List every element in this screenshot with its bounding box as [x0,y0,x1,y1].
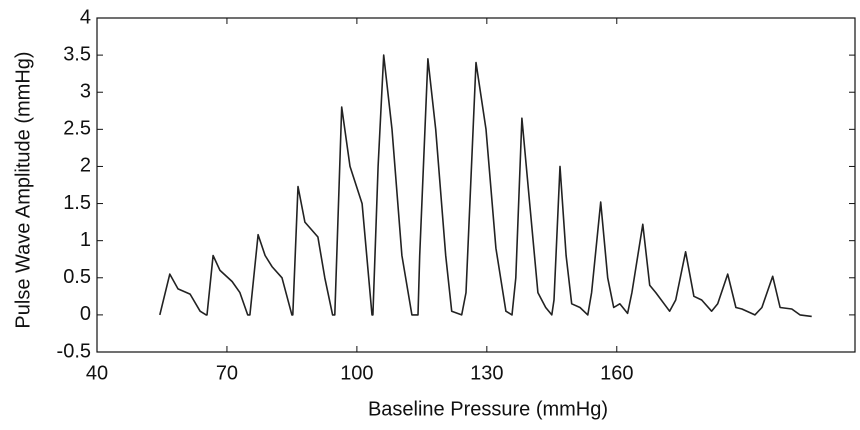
y-tick-label: 2.5 [63,118,91,140]
y-tick-label: -0.5 [57,340,91,362]
x-tick-label: 70 [216,362,238,384]
y-tick-label: 3 [80,81,91,103]
data-line [159,54,812,318]
y-tick-label: 2 [80,155,91,177]
x-axis-label: Baseline Pressure (mmHg) [368,398,608,420]
y-tick-label: 1.5 [63,192,91,214]
y-axis-label: Pulse Wave Amplitude (mmHg) [12,51,34,328]
y-tick-label: 0 [80,303,91,325]
y-tick-label: 0.5 [63,266,91,288]
x-tick-label: 40 [86,362,108,384]
y-tick-label: 4 [80,6,91,28]
y-tick-label: 3.5 [63,43,91,65]
x-tick-label: 100 [340,362,373,384]
plot-frame [96,17,856,353]
x-tick-label: 160 [600,362,633,384]
y-tick-label: 1 [80,229,91,251]
x-tick-label: 130 [470,362,503,384]
